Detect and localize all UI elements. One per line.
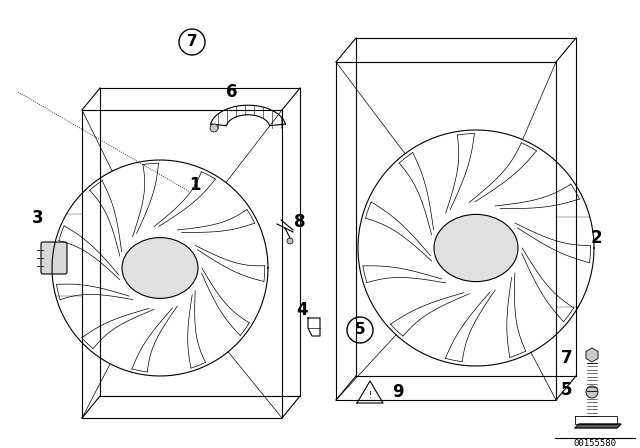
Text: 3: 3 xyxy=(32,209,44,227)
Polygon shape xyxy=(575,424,621,428)
Text: 5: 5 xyxy=(355,323,365,337)
Text: 9: 9 xyxy=(392,383,404,401)
Text: 7: 7 xyxy=(561,349,573,367)
Circle shape xyxy=(210,124,218,132)
FancyBboxPatch shape xyxy=(41,242,67,274)
Text: 8: 8 xyxy=(294,213,306,231)
Circle shape xyxy=(586,386,598,398)
Text: 5: 5 xyxy=(561,381,573,399)
Text: 6: 6 xyxy=(227,83,237,101)
Text: 00155580: 00155580 xyxy=(573,439,616,448)
Text: 1: 1 xyxy=(189,176,201,194)
Text: 7: 7 xyxy=(187,34,197,49)
Text: !: ! xyxy=(369,391,372,400)
Circle shape xyxy=(287,238,293,244)
Ellipse shape xyxy=(434,215,518,282)
Text: 4: 4 xyxy=(296,301,308,319)
Ellipse shape xyxy=(122,237,198,298)
Text: 2: 2 xyxy=(590,229,602,247)
